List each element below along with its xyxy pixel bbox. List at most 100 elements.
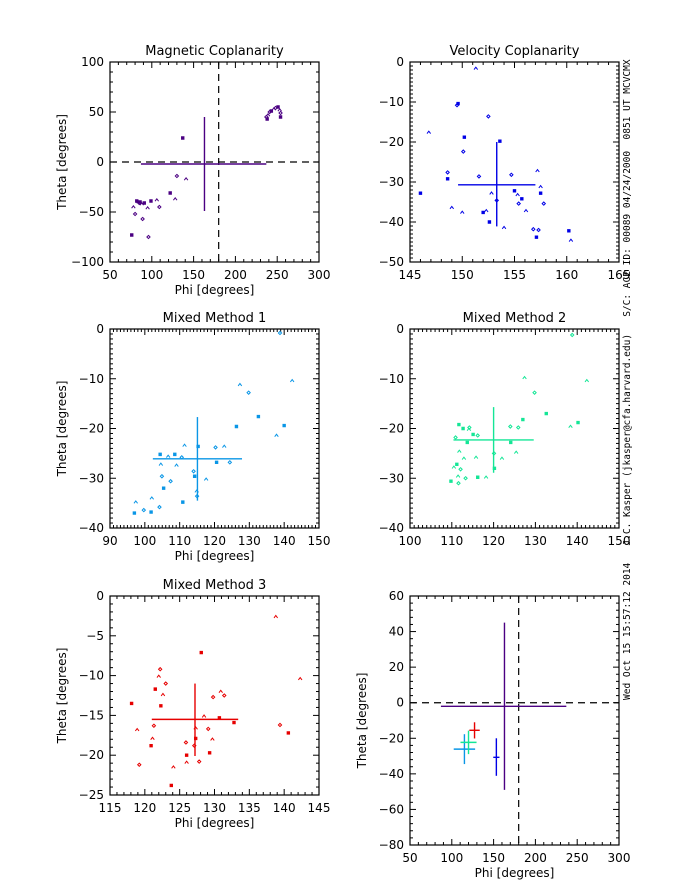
data-point xyxy=(183,740,189,745)
data-point xyxy=(584,378,590,383)
data-point xyxy=(297,676,303,681)
x-tick-label: 130 xyxy=(203,801,226,815)
data-point xyxy=(536,227,541,233)
data-point xyxy=(140,216,145,222)
data-point xyxy=(158,462,164,466)
data-point xyxy=(168,478,173,484)
data-point xyxy=(182,443,187,447)
data-point xyxy=(165,454,171,458)
data-point xyxy=(418,191,423,195)
x-tick-label: 115 xyxy=(99,801,122,815)
y-tick-label: −80 xyxy=(379,838,404,852)
data-point xyxy=(136,762,142,768)
data-point xyxy=(426,130,432,134)
data-point xyxy=(151,723,157,729)
x-tick-label: 250 xyxy=(566,851,589,865)
x-tick-label: 250 xyxy=(266,268,289,282)
data-point xyxy=(163,681,169,686)
data-point xyxy=(453,435,458,440)
y-tick-label: 40 xyxy=(389,625,404,639)
data-point xyxy=(154,197,160,202)
data-point xyxy=(159,473,165,479)
data-point xyxy=(191,468,196,474)
data-point xyxy=(199,650,203,655)
y-tick-label: −40 xyxy=(379,215,404,229)
data-point xyxy=(501,225,507,230)
x-tick-label: 300 xyxy=(308,268,331,282)
x-tick-label: 160 xyxy=(555,268,578,282)
data-point xyxy=(161,486,166,490)
data-point xyxy=(457,422,461,427)
data-point xyxy=(473,66,479,70)
y-axis-label: Theta [degrees] xyxy=(55,648,69,745)
x-tick-label: 140 xyxy=(273,534,296,548)
y-tick-label: −50 xyxy=(379,255,404,269)
y-tick-label: −20 xyxy=(79,748,104,762)
x-tick-label: 150 xyxy=(182,268,205,282)
x-tick-label: 125 xyxy=(168,801,191,815)
data-point xyxy=(149,743,153,748)
x-tick-label: 100 xyxy=(440,851,463,865)
x-tick-label: 100 xyxy=(399,534,422,548)
data-point xyxy=(481,210,485,215)
y-tick-label: −10 xyxy=(379,95,404,109)
data-point xyxy=(508,424,513,429)
data-point xyxy=(567,229,571,233)
data-point xyxy=(171,765,176,769)
data-point xyxy=(132,511,137,515)
plot-frame xyxy=(109,595,320,796)
data-point xyxy=(265,112,271,117)
panel-magnetic: Magnetic Coplanarity 50 100 150 200 250 300 −10… xyxy=(55,44,330,297)
data-point xyxy=(174,173,180,179)
y-tick-label: 60 xyxy=(389,589,404,603)
data-point xyxy=(569,332,575,338)
panel-title: Mixed Method 1 xyxy=(163,311,267,326)
panel-title: Mixed Method 3 xyxy=(163,578,267,593)
y-tick-label: −100 xyxy=(71,255,104,269)
data-point xyxy=(509,440,513,445)
data-point xyxy=(221,693,227,698)
y-tick-label: −40 xyxy=(79,521,104,535)
data-point xyxy=(131,204,136,209)
y-tick-label: −10 xyxy=(379,372,404,386)
x-tick-label: 155 xyxy=(503,268,526,282)
data-point xyxy=(274,433,279,437)
panel-mixed3: Mixed Method 3 115 120 125 130 135 140 145 −25 −2… xyxy=(55,578,330,830)
panel-title: Magnetic Coplanarity xyxy=(145,44,284,59)
data-point xyxy=(218,689,223,694)
data-point xyxy=(458,466,463,472)
x-tick-label: 140 xyxy=(566,534,589,548)
x-tick-label: 130 xyxy=(238,534,261,548)
panel-title: Mixed Method 2 xyxy=(463,311,567,326)
data-point xyxy=(531,226,536,232)
data-point xyxy=(173,196,178,201)
x-tick-label: 135 xyxy=(238,801,261,815)
x-tick-label: 120 xyxy=(482,534,505,548)
plot-frame xyxy=(409,595,620,846)
data-point xyxy=(467,425,472,430)
x-tick-label: 130 xyxy=(524,534,547,548)
data-point xyxy=(456,101,460,106)
data-point xyxy=(476,475,480,479)
data-point xyxy=(181,136,185,140)
data-point xyxy=(133,500,138,504)
data-point xyxy=(484,208,489,213)
y-tick-label: −20 xyxy=(79,422,104,436)
y-tick-label: −10 xyxy=(79,669,104,683)
x-tick-label: 150 xyxy=(308,534,331,548)
y-tick-label: 0 xyxy=(396,55,404,69)
y-axis-label: Theta [degrees] xyxy=(55,114,69,211)
data-point xyxy=(134,727,140,732)
plot-frame xyxy=(409,328,620,529)
data-point xyxy=(277,330,283,336)
data-point xyxy=(210,694,216,700)
data-point xyxy=(457,449,462,453)
data-point xyxy=(568,238,574,242)
data-point xyxy=(460,210,465,214)
panel-velocity: Velocity Coplanarity 145 150 155 160 165 −50 −4… xyxy=(379,44,631,282)
data-point xyxy=(160,692,166,697)
side-annotation: Wed Oct 15 15:57:12 2014 J.C. Kasper (jk… xyxy=(622,59,633,700)
data-point xyxy=(184,753,189,757)
data-point xyxy=(222,444,227,448)
